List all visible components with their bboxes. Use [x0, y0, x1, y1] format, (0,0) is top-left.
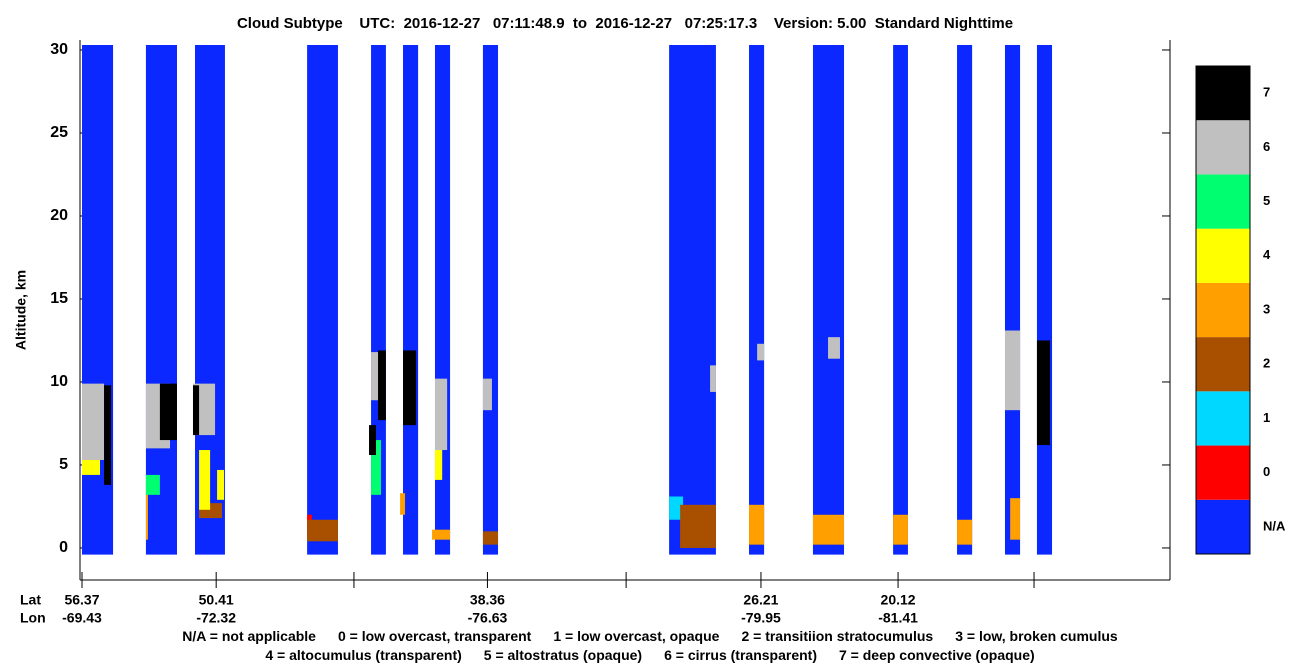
legend-note: N/A = not applicable [182, 628, 316, 644]
lon-tick-label: -76.63 [468, 610, 508, 626]
legend-swatch [1196, 445, 1250, 500]
cloud-layer [1004, 45, 1021, 555]
cloud-layer [82, 383, 105, 460]
cloud-layer [893, 45, 908, 555]
lon-tick-label: -81.41 [878, 610, 918, 626]
legend-label: 4 [1263, 247, 1271, 262]
y-tick-label: 30 [50, 41, 68, 58]
legend-swatch [1196, 120, 1250, 175]
cloud-layer [749, 45, 765, 555]
cloud-layer [1010, 498, 1021, 540]
cloud-layer [307, 519, 338, 542]
cloud-layer [434, 440, 443, 480]
cloud-layer [1004, 330, 1021, 411]
cloud-layer [828, 337, 840, 359]
cloud-layer [159, 383, 178, 441]
cloud-layer [217, 469, 225, 500]
legend-note: 0 = low overcast, transparent [337, 628, 532, 644]
cloud-layer [680, 504, 716, 548]
cloud-layer [371, 352, 383, 401]
cloud-layer [1036, 340, 1051, 446]
legend-notes: N/A = not applicable 0 = low overcast, tr… [0, 628, 1300, 666]
lat-label: Lat [20, 592, 41, 608]
legend-note: 2 = transitiion stratocumulus [741, 628, 934, 644]
notes-row: N/A = not applicable 0 = low overcast, tr… [0, 628, 1300, 647]
x-tick-label: 38.36 [470, 592, 505, 608]
cloud-layer [757, 343, 765, 361]
cloud-layer [145, 479, 148, 540]
cloud-layer [192, 385, 200, 436]
cloud-layer [432, 529, 451, 540]
cloud-layer [434, 378, 448, 451]
colorbar-frame [1195, 65, 1251, 555]
cloud-layer [199, 450, 211, 510]
chart-title: Cloud Subtype UTC: 2016-12-27 07:11:48.9… [237, 15, 1013, 32]
lon-tick-label: -72.32 [196, 610, 236, 626]
legend-note: 1 = low overcast, opaque [553, 628, 720, 644]
y-tick-label: 15 [50, 290, 68, 307]
legend-label: 6 [1263, 139, 1270, 154]
lon-tick-label: -69.43 [62, 610, 102, 626]
legend-note: 5 = altostratus (opaque) [483, 647, 643, 663]
cloud-layer [400, 493, 406, 515]
legend-label: N/A [1263, 518, 1286, 533]
cloud-layer [369, 425, 377, 456]
cloud-layer [482, 531, 499, 545]
legend-swatch [1196, 337, 1250, 392]
cloud-layer [893, 514, 908, 545]
cloud-layer [749, 504, 765, 545]
cloud-layer [957, 519, 973, 545]
cloud-layer [812, 45, 845, 555]
cloud-layer [482, 45, 499, 555]
cloud-layer [371, 440, 381, 495]
cloud-layer [378, 350, 386, 421]
y-tick-label: 10 [50, 373, 68, 390]
lon-tick-label: -79.95 [741, 610, 781, 626]
legend-label: 1 [1263, 410, 1270, 425]
cloud-layer [1036, 45, 1053, 555]
legend-note: 4 = altocumulus (transparent) [265, 647, 462, 663]
legend-swatch [1196, 391, 1250, 446]
legend-swatch [1196, 66, 1250, 121]
legend-swatch [1196, 282, 1250, 338]
notes-row: 4 = altocumulus (transparent) 5 = altostr… [0, 647, 1300, 666]
x-tick-label: 50.41 [199, 592, 234, 608]
lon-label: Lon [20, 610, 46, 626]
legend-label: 3 [1263, 301, 1270, 316]
y-tick-label: 0 [59, 539, 68, 556]
y-tick-label: 5 [59, 456, 68, 473]
legend-note: 7 = deep convective (opaque) [838, 647, 1035, 663]
legend-label: 7 [1263, 85, 1270, 100]
cloud-layer [710, 365, 716, 392]
legend-swatch [1196, 499, 1250, 554]
legend-label: 0 [1263, 464, 1270, 479]
cloud-layer [307, 45, 338, 555]
x-tick-label: 26.21 [743, 592, 778, 608]
y-tick-label: 20 [50, 207, 68, 224]
legend-note: 6 = cirrus (transparent) [664, 647, 817, 663]
cloud-layer [482, 378, 492, 411]
x-tick-label: 20.12 [881, 592, 916, 608]
legend-label: 2 [1263, 356, 1270, 371]
cloud-layer [145, 474, 160, 495]
cloud-layer [812, 514, 845, 545]
x-tick-label: 56.37 [64, 592, 99, 608]
legend-swatch [1196, 174, 1250, 229]
cloud-layer [669, 45, 716, 555]
cloud-layer [145, 45, 178, 555]
legend-swatch [1196, 228, 1250, 283]
y-tick-label: 25 [50, 124, 68, 141]
y-axis-label: Altitude, km [13, 270, 29, 350]
cloud-layer [403, 45, 419, 555]
legend-label: 5 [1263, 193, 1270, 208]
cloud-layer [669, 496, 684, 520]
legend-note: 3 = low, broken cumulus [955, 628, 1118, 644]
cloud-layer [104, 385, 112, 485]
cloud-layer [403, 350, 417, 426]
cloud-layer [957, 45, 973, 555]
